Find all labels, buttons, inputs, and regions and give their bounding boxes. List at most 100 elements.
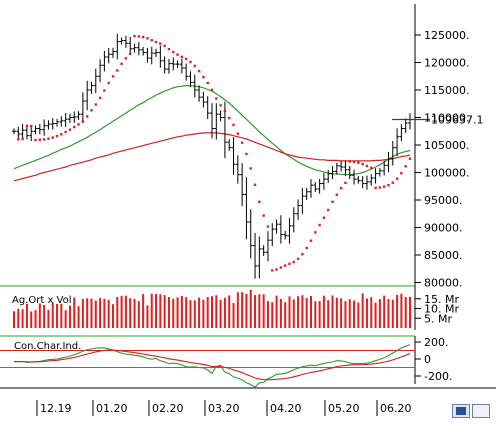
- candle: [283, 230, 288, 240]
- volume-bar: [176, 297, 179, 328]
- sar-dot: [361, 162, 364, 166]
- y-tick-label: 90000.: [424, 222, 463, 235]
- sar-dot: [107, 81, 110, 85]
- candle: [364, 175, 369, 190]
- corner-tool-icon-2[interactable]: [472, 404, 490, 418]
- candle: [55, 118, 60, 127]
- sar-dot: [17, 138, 20, 141]
- sar-dot: [51, 136, 54, 139]
- sar-dot: [266, 225, 270, 228]
- volume-bar: [142, 294, 145, 328]
- volume-bar: [202, 299, 205, 328]
- volume-bar: [99, 297, 102, 328]
- candle: [50, 118, 55, 130]
- volume-bar: [43, 304, 46, 328]
- candle: [309, 179, 313, 198]
- sar-dot: [344, 181, 347, 185]
- sar-dot: [197, 69, 201, 73]
- volume-bar: [81, 298, 84, 328]
- volume-bar: [25, 303, 28, 328]
- sar-dot: [206, 81, 209, 85]
- candle: [352, 169, 357, 185]
- x-tick-label: 04.20: [270, 402, 302, 415]
- oscillator-line-2: [14, 349, 411, 381]
- volume-bar: [198, 297, 201, 328]
- sar-dot: [391, 181, 394, 184]
- volume-bar: [137, 301, 140, 328]
- volume-bar: [275, 295, 278, 328]
- candle: [20, 123, 25, 141]
- volume-bar: [370, 297, 373, 328]
- sar-dot: [292, 260, 295, 264]
- candle: [261, 245, 266, 257]
- volume-bar: [47, 309, 50, 328]
- volume-bar: [180, 295, 183, 328]
- candle: [317, 178, 322, 194]
- candle: [46, 120, 51, 130]
- sar-dot: [327, 208, 330, 212]
- candle: [356, 176, 361, 184]
- sar-dot: [279, 266, 283, 269]
- oscillator-tick-label: -200.: [424, 370, 452, 383]
- volume-bar: [236, 292, 239, 328]
- price-panel: [12, 33, 430, 279]
- candle: [205, 96, 210, 120]
- sar-dot: [116, 69, 119, 72]
- candle: [231, 137, 236, 175]
- candle: [149, 46, 154, 65]
- sar-dot: [387, 183, 390, 187]
- volume-bar: [391, 299, 394, 328]
- sar-dot: [129, 52, 132, 56]
- sar-dot: [215, 97, 218, 100]
- candle: [63, 112, 68, 128]
- candle: [296, 199, 301, 220]
- sar-dot: [193, 64, 196, 68]
- volume-bar: [34, 310, 37, 328]
- volume-bar: [215, 295, 218, 328]
- sar-dot: [400, 171, 403, 175]
- volume-bar: [219, 299, 222, 328]
- volume-bar: [172, 298, 175, 328]
- sar-dot: [180, 55, 184, 59]
- sar-dot: [21, 137, 24, 141]
- sar-dot: [90, 109, 93, 112]
- sar-dot: [249, 167, 252, 170]
- sar-dot: [365, 164, 369, 168]
- sar-dot: [262, 214, 265, 217]
- candle: [257, 236, 262, 279]
- sar-dot: [60, 133, 63, 136]
- candle: [399, 124, 404, 142]
- volume-bar: [232, 303, 235, 328]
- candle: [210, 103, 214, 139]
- candle: [42, 119, 47, 136]
- candle: [16, 126, 21, 139]
- sar-dot: [103, 89, 106, 92]
- candle: [175, 60, 180, 68]
- sar-dot: [150, 39, 153, 42]
- volume-bar: [223, 297, 226, 328]
- volume-bar: [284, 302, 287, 328]
- volume-bar: [112, 304, 114, 328]
- candle: [72, 111, 77, 123]
- axis-labels: 125000. 120000. 115000. 110000. 105000. 10000…: [36, 29, 470, 416]
- volume-bar: [331, 295, 334, 328]
- sar-dot: [98, 96, 102, 100]
- sar-dot: [219, 104, 222, 107]
- sar-dot: [133, 34, 136, 38]
- candle: [111, 47, 115, 59]
- candle: [154, 48, 159, 57]
- sar-dot: [68, 128, 72, 131]
- sar-dot: [258, 200, 261, 204]
- sar-dot: [228, 116, 231, 120]
- volume-bar: [86, 298, 89, 328]
- volume-bar: [193, 300, 196, 328]
- volume-bar: [38, 303, 41, 328]
- y-tick-label: 110000.: [424, 112, 470, 125]
- sar-dot: [210, 88, 214, 92]
- corner-tool-icon[interactable]: [452, 404, 470, 418]
- y-tick-label: 100000.: [424, 167, 470, 180]
- volume-bar: [266, 301, 269, 328]
- candle: [287, 218, 292, 244]
- candle: [343, 160, 348, 177]
